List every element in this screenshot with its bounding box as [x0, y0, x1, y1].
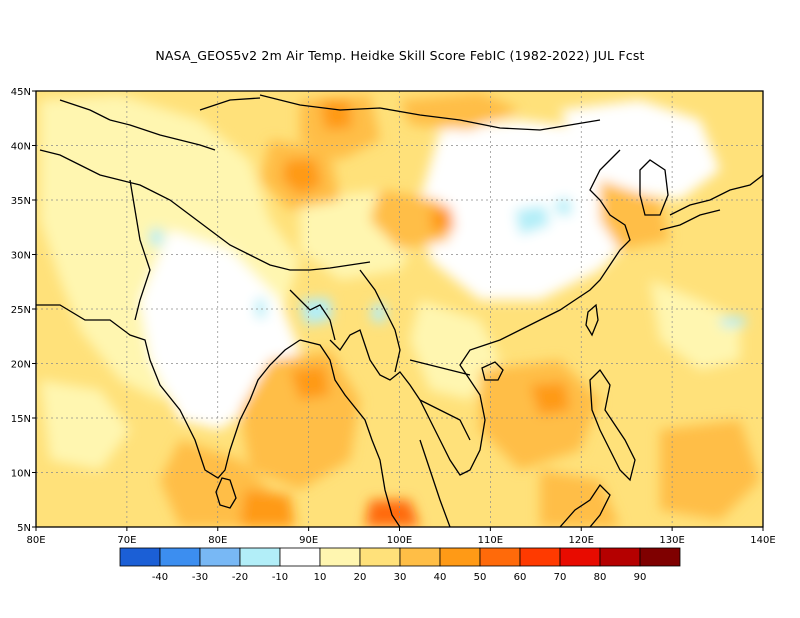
lon-tick-label: 80E [208, 535, 227, 546]
lon-tick-label: 100E [387, 535, 412, 546]
colorbar-label: 30 [394, 572, 407, 583]
colorbar-label: 90 [634, 572, 647, 583]
colorbar-swatch [359, 547, 401, 567]
colorbar-label: -10 [272, 572, 288, 583]
lat-tick-label: 40N [11, 142, 31, 153]
colorbar-swatch [439, 547, 481, 567]
colorbar-swatch [519, 547, 561, 567]
lat-tick-label: 15N [11, 414, 31, 425]
lat-tick-label: 20N [11, 360, 31, 371]
lon-tick-label: 90E [299, 535, 318, 546]
lat-tick-label: 25N [11, 305, 31, 316]
lon-tick-label: 70E [117, 535, 136, 546]
colorbar: -40 -30 -20 -10 10 20 30 40 50 60 70 80 90 [119, 547, 681, 583]
colorbar-swatch [479, 547, 521, 567]
colorbar-label: -40 [152, 572, 168, 583]
lat-tick-label: 45N [11, 87, 31, 98]
lon-tick-label: 80E [26, 535, 45, 546]
colorbar-swatch [559, 547, 601, 567]
colorbar-swatch [319, 547, 361, 567]
colorbar-label: 60 [514, 572, 527, 583]
colorbar-label: 70 [554, 572, 567, 583]
lon-tick-label: 110E [478, 535, 503, 546]
colorbar-swatch [279, 547, 321, 567]
lat-tick-label: 5N [17, 523, 31, 534]
lon-tick-label: 120E [569, 535, 594, 546]
lat-tick-label: 35N [11, 196, 31, 207]
colorbar-swatch [239, 547, 281, 567]
colorbar-label: 40 [434, 572, 447, 583]
colorbar-swatch [639, 547, 681, 567]
coastlines [36, 94, 763, 527]
colorbar-label: 50 [474, 572, 487, 583]
colorbar-label: -20 [232, 572, 248, 583]
latitude-axis: 45N 40N 35N 30N 25N 20N 15N 10N 5N [11, 87, 36, 534]
colorbar-swatch [599, 547, 641, 567]
colorbar-swatch [119, 547, 161, 567]
longitude-axis: 80E 70E 80E 90E 100E 110E 120E 130E 140E [26, 527, 776, 546]
colorbar-label: -30 [192, 572, 208, 583]
colorbar-swatch [159, 547, 201, 567]
map-title: NASA_GEOS5v2 2m Air Temp. Heidke Skill S… [155, 48, 645, 63]
lon-tick-label: 130E [659, 535, 684, 546]
colorbar-label: 80 [594, 572, 607, 583]
lat-tick-label: 10N [11, 469, 31, 480]
colorbar-swatch [399, 547, 441, 567]
lat-tick-label: 30N [11, 251, 31, 262]
colorbar-swatch [199, 547, 241, 567]
colorbar-label: 20 [354, 572, 367, 583]
lon-tick-label: 140E [750, 535, 775, 546]
colorbar-label: 10 [314, 572, 327, 583]
